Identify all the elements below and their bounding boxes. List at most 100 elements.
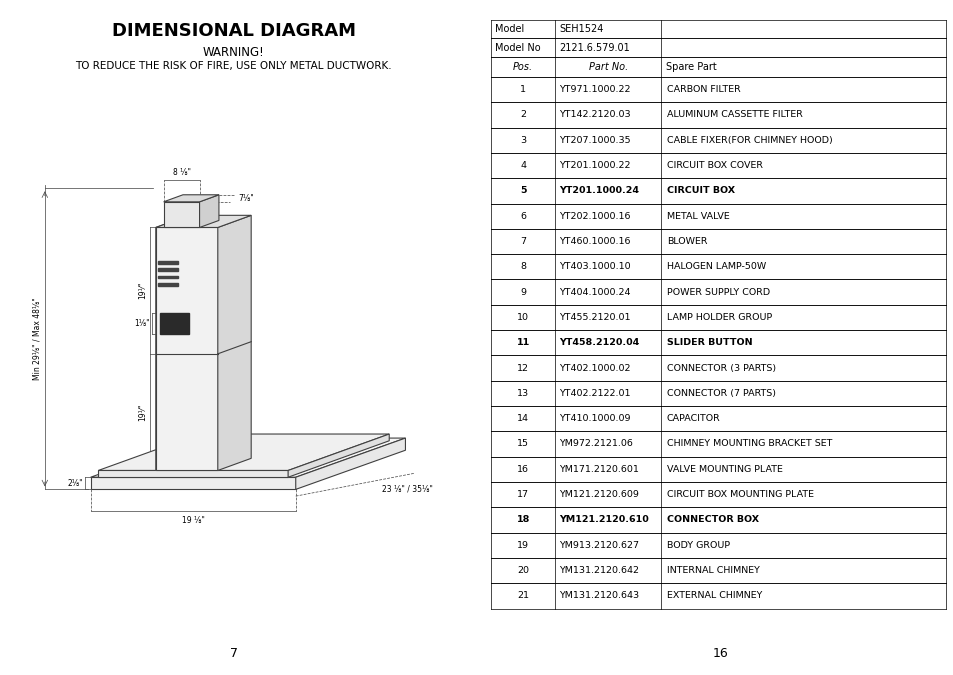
- Text: 6: 6: [519, 212, 526, 221]
- Text: 8 ⅛": 8 ⅛": [172, 168, 191, 177]
- Text: YT458.2120.04: YT458.2120.04: [558, 338, 639, 347]
- Polygon shape: [163, 202, 199, 227]
- Text: CIRCUIT BOX COVER: CIRCUIT BOX COVER: [666, 161, 762, 170]
- Polygon shape: [91, 438, 405, 477]
- Text: YT402.1000.02: YT402.1000.02: [558, 364, 630, 373]
- Text: 3: 3: [519, 136, 526, 144]
- Text: SEH1524: SEH1524: [558, 24, 603, 34]
- Polygon shape: [155, 215, 189, 470]
- Text: POWER SUPPLY CORD: POWER SUPPLY CORD: [666, 288, 769, 296]
- Polygon shape: [155, 227, 217, 470]
- Text: Part No.: Part No.: [588, 62, 627, 72]
- Text: DIMENSIONAL DIAGRAM: DIMENSIONAL DIAGRAM: [112, 22, 355, 40]
- Text: 7: 7: [519, 237, 526, 246]
- Text: 2121.6.579.01: 2121.6.579.01: [558, 43, 629, 53]
- Polygon shape: [163, 195, 218, 202]
- Polygon shape: [217, 215, 251, 470]
- Text: Pos.: Pos.: [513, 62, 533, 72]
- Text: CABLE FIXER(FOR CHIMNEY HOOD): CABLE FIXER(FOR CHIMNEY HOOD): [666, 136, 832, 144]
- Text: 10: 10: [517, 313, 529, 322]
- Text: 1⅛": 1⅛": [134, 319, 150, 328]
- Text: YT202.1000.16: YT202.1000.16: [558, 212, 630, 221]
- Text: YM913.2120.627: YM913.2120.627: [558, 541, 639, 549]
- Bar: [159, 313, 189, 334]
- Text: YM121.2120.609: YM121.2120.609: [558, 490, 639, 499]
- Text: 2: 2: [519, 111, 526, 119]
- Text: 19⅟": 19⅟": [138, 282, 147, 300]
- Text: YT207.1000.35: YT207.1000.35: [558, 136, 630, 144]
- Text: CAPACITOR: CAPACITOR: [666, 414, 720, 423]
- Text: 9: 9: [519, 288, 526, 296]
- Text: YT403.1000.10: YT403.1000.10: [558, 263, 630, 271]
- Bar: [157, 283, 177, 286]
- Text: 17: 17: [517, 490, 529, 499]
- Text: YT410.1000.09: YT410.1000.09: [558, 414, 630, 423]
- Text: Model No: Model No: [495, 43, 540, 53]
- Polygon shape: [98, 434, 389, 470]
- Text: 18: 18: [516, 516, 530, 524]
- Text: 1: 1: [519, 85, 526, 94]
- Text: CARBON FILTER: CARBON FILTER: [666, 85, 740, 94]
- Text: Spare Part: Spare Part: [665, 62, 716, 72]
- Text: 4: 4: [519, 161, 526, 170]
- Text: YM131.2120.643: YM131.2120.643: [558, 591, 639, 600]
- Text: CONNECTOR (3 PARTS): CONNECTOR (3 PARTS): [666, 364, 775, 373]
- Text: 19 ⅛": 19 ⅛": [182, 516, 204, 525]
- Text: BODY GROUP: BODY GROUP: [666, 541, 729, 549]
- Text: 2⅛": 2⅛": [68, 479, 83, 488]
- Text: CIRCUIT BOX: CIRCUIT BOX: [666, 186, 734, 195]
- Text: EXTERNAL CHIMNEY: EXTERNAL CHIMNEY: [666, 591, 761, 600]
- Text: CHIMNEY MOUNTING BRACKET SET: CHIMNEY MOUNTING BRACKET SET: [666, 439, 831, 448]
- Text: 14: 14: [517, 414, 529, 423]
- Text: CIRCUIT BOX MOUNTING PLATE: CIRCUIT BOX MOUNTING PLATE: [666, 490, 813, 499]
- Bar: [157, 275, 177, 278]
- Text: 12: 12: [517, 364, 529, 373]
- Polygon shape: [288, 434, 389, 477]
- Text: YT201.1000.24: YT201.1000.24: [558, 186, 639, 195]
- Bar: [157, 268, 177, 271]
- Text: SLIDER BUTTON: SLIDER BUTTON: [666, 338, 752, 347]
- Text: LAMP HOLDER GROUP: LAMP HOLDER GROUP: [666, 313, 771, 322]
- Text: YM131.2120.642: YM131.2120.642: [558, 566, 639, 575]
- Text: Min 29⅛" / Max 48⅛": Min 29⅛" / Max 48⅛": [32, 298, 41, 380]
- Text: HALOGEN LAMP-50W: HALOGEN LAMP-50W: [666, 263, 765, 271]
- Text: CONNECTOR BOX: CONNECTOR BOX: [666, 516, 759, 524]
- Text: YM171.2120.601: YM171.2120.601: [558, 465, 639, 474]
- Text: YT404.1000.24: YT404.1000.24: [558, 288, 630, 296]
- Text: VALVE MOUNTING PLATE: VALVE MOUNTING PLATE: [666, 465, 781, 474]
- Text: YT402.2122.01: YT402.2122.01: [558, 389, 630, 398]
- Text: 20: 20: [517, 566, 529, 575]
- Text: 5: 5: [519, 186, 526, 195]
- Text: TO REDUCE THE RISK OF FIRE, USE ONLY METAL DUCTWORK.: TO REDUCE THE RISK OF FIRE, USE ONLY MET…: [75, 61, 392, 71]
- Text: YT142.2120.03: YT142.2120.03: [558, 111, 630, 119]
- Text: 7⅛": 7⅛": [237, 194, 253, 202]
- Text: 21: 21: [517, 591, 529, 600]
- Text: 16: 16: [517, 465, 529, 474]
- Polygon shape: [91, 477, 295, 489]
- Text: CONNECTOR (7 PARTS): CONNECTOR (7 PARTS): [666, 389, 775, 398]
- Text: 15: 15: [517, 439, 529, 448]
- Text: BLOWER: BLOWER: [666, 237, 706, 246]
- Text: 16: 16: [712, 647, 727, 660]
- Text: YT460.1000.16: YT460.1000.16: [558, 237, 630, 246]
- Text: YM121.2120.610: YM121.2120.610: [558, 516, 648, 524]
- Polygon shape: [295, 438, 405, 489]
- Text: YT201.1000.22: YT201.1000.22: [558, 161, 630, 170]
- Text: WARNING!: WARNING!: [203, 46, 264, 59]
- Text: YT971.1000.22: YT971.1000.22: [558, 85, 630, 94]
- Text: Model: Model: [495, 24, 524, 34]
- Text: 11: 11: [517, 338, 529, 347]
- Text: YM972.2121.06: YM972.2121.06: [558, 439, 632, 448]
- Text: 23 ⅛" / 35⅛": 23 ⅛" / 35⅛": [382, 485, 433, 493]
- Bar: [157, 261, 177, 263]
- Text: ALUMINUM CASSETTE FILTER: ALUMINUM CASSETTE FILTER: [666, 111, 801, 119]
- Text: 19: 19: [517, 541, 529, 549]
- Polygon shape: [155, 215, 251, 227]
- Text: 8: 8: [519, 263, 526, 271]
- Text: 13: 13: [517, 389, 529, 398]
- Text: 19⅟": 19⅟": [138, 404, 147, 421]
- Text: INTERNAL CHIMNEY: INTERNAL CHIMNEY: [666, 566, 759, 575]
- Polygon shape: [98, 470, 288, 477]
- Text: METAL VALVE: METAL VALVE: [666, 212, 729, 221]
- Polygon shape: [199, 195, 218, 227]
